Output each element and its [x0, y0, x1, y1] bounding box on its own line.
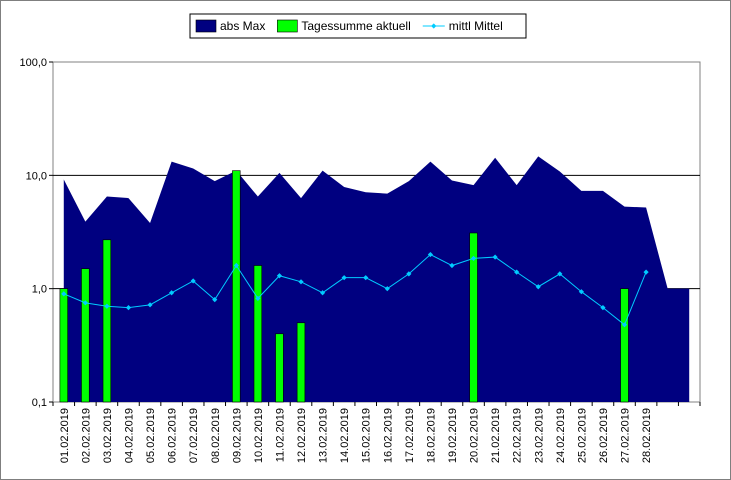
line-point-3	[125, 305, 132, 311]
bar-0	[59, 288, 68, 403]
bar-26	[620, 288, 629, 403]
line-point-11	[298, 279, 304, 285]
bar-1	[81, 268, 90, 403]
x-tick-label-16: 17.02.2019	[404, 408, 416, 463]
x-tick-label-17: 18.02.2019	[425, 408, 437, 463]
x-tick-label-1: 02.02.2019	[80, 408, 92, 463]
line-point-16	[406, 271, 412, 277]
line-point-14	[363, 275, 369, 281]
bar-8	[232, 170, 241, 403]
line-point-6	[190, 278, 196, 284]
line-point-18	[449, 262, 455, 269]
x-tick-label-25: 26.02.2019	[598, 408, 610, 463]
legend-mittl-mittel-marker	[431, 23, 437, 29]
line-point-13	[341, 275, 347, 281]
legend-abs-max-label: abs Max	[220, 19, 265, 33]
line-point-22	[535, 284, 541, 290]
x-tick-label-10: 11.02.2019	[274, 408, 286, 462]
y-tick-label-2: 1,0	[32, 284, 47, 296]
line-point-5	[169, 290, 175, 296]
x-tick-label-12: 13.02.2019	[318, 408, 330, 463]
line-point-19	[470, 255, 477, 261]
line-point-15	[384, 286, 390, 292]
legend-mittl-mittel-label: mittl Mittel	[449, 19, 503, 33]
line-point-21	[514, 269, 520, 275]
x-tick-label-22: 23.02.2019	[533, 408, 545, 463]
line-point-4	[147, 302, 153, 308]
legend-abs-max-swatch	[195, 19, 217, 33]
legend-tagessumme-aktuell-label: Tagessumme aktuell	[301, 19, 410, 33]
line-point-20	[492, 254, 498, 260]
x-tick-label-18: 19.02.2019	[447, 408, 459, 463]
x-tick-label-13: 14.02.2019	[339, 408, 351, 463]
bar-2	[102, 239, 112, 403]
x-tick-label-0: 01.02.2019	[59, 408, 71, 463]
line-point-0	[61, 291, 67, 297]
y-tick-label-3: 0,1	[32, 397, 47, 409]
x-tick-label-9: 10.02.2019	[253, 408, 265, 463]
line-point-12	[319, 290, 326, 296]
x-tick-label-24: 25.02.2019	[576, 408, 588, 463]
x-tick-label-7: 08.02.2019	[210, 408, 222, 463]
line-point-24	[578, 289, 584, 295]
x-tick-label-14: 15.02.2019	[361, 408, 373, 463]
x-tick-label-6: 07.02.2019	[188, 408, 200, 463]
line-point-7	[212, 297, 218, 303]
line-point-26	[621, 322, 628, 328]
x-tick-label-8: 09.02.2019	[231, 408, 243, 463]
x-tick-label-2: 03.02.2019	[102, 408, 114, 463]
line-point-23	[557, 271, 563, 277]
line-point-25	[600, 305, 606, 311]
line-point-9	[255, 295, 261, 302]
line-point-1	[82, 300, 88, 306]
x-tick-label-5: 06.02.2019	[167, 408, 179, 463]
legend-box	[189, 13, 527, 39]
legend-tagessumme-aktuell-swatch	[277, 19, 298, 33]
x-tick-label-19: 20.02.2019	[469, 408, 481, 463]
bar-19	[469, 232, 478, 403]
y-tick-label-0: 100,0	[19, 57, 47, 69]
line-point-17	[427, 251, 434, 258]
line-series-mittl-mittel	[63, 253, 647, 326]
bar-10	[275, 333, 284, 403]
x-tick-label-4: 05.02.2019	[145, 408, 157, 463]
x-tick-label-15: 16.02.2019	[382, 408, 394, 463]
line-point-10	[276, 273, 283, 279]
x-tick-label-3: 04.02.2019	[123, 408, 135, 463]
x-tick-label-20: 21.02.2019	[490, 408, 502, 463]
bar-9	[253, 265, 263, 403]
x-tick-label-27: 28.02.2019	[641, 408, 653, 463]
x-tick-label-23: 24.02.2019	[555, 408, 567, 463]
x-tick-label-21: 22.02.2019	[512, 408, 524, 463]
line-point-8	[233, 262, 239, 269]
area-series-abs-max	[63, 156, 690, 402]
y-tick-label-1: 10,0	[26, 170, 47, 182]
x-tick-label-26: 27.02.2019	[620, 408, 632, 463]
line-point-2	[104, 303, 110, 309]
line-point-27	[643, 269, 649, 275]
bar-11	[296, 322, 306, 403]
x-tick-label-11: 12.02.2019	[296, 408, 308, 463]
